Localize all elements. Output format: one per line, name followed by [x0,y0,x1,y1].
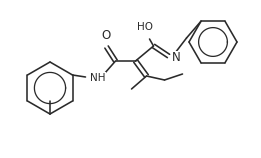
Text: NH: NH [90,73,105,83]
Text: HO: HO [137,22,152,32]
Text: N: N [171,52,180,64]
Text: O: O [101,29,110,42]
